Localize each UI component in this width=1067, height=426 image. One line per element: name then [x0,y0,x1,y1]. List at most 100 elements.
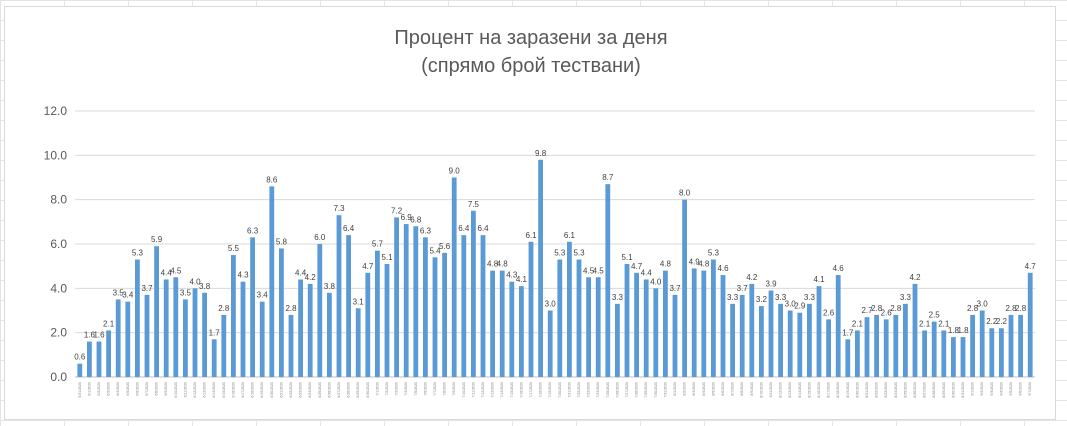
bar[interactable] [807,303,812,377]
bar[interactable] [960,337,966,377]
bar[interactable] [240,281,246,377]
bar[interactable] [701,270,707,377]
bar[interactable] [653,288,659,377]
bar[interactable] [221,314,227,377]
bar[interactable] [144,294,150,377]
bar[interactable] [691,268,697,377]
bar[interactable] [499,270,505,377]
bar[interactable] [595,277,601,377]
bar[interactable] [183,299,188,377]
bar[interactable] [557,259,563,377]
bar[interactable] [471,210,476,377]
bar[interactable] [125,301,131,377]
bar[interactable] [883,319,889,377]
bar[interactable] [307,283,313,377]
bar[interactable] [87,341,92,377]
bar[interactable] [288,314,294,377]
bar[interactable] [538,159,543,377]
bar[interactable] [797,312,803,377]
bar[interactable] [835,275,841,377]
bar[interactable] [173,277,179,377]
bar[interactable] [816,286,822,377]
bar[interactable] [211,339,217,377]
bar[interactable] [413,226,419,377]
bar[interactable] [336,215,342,377]
bar[interactable] [259,301,265,377]
bar[interactable] [672,294,678,377]
bar[interactable] [77,363,83,377]
bar[interactable] [931,321,937,377]
bar[interactable] [154,246,159,377]
bar[interactable] [749,283,755,377]
bar[interactable] [394,217,399,377]
bar[interactable] [115,299,121,377]
bar[interactable] [1018,314,1023,377]
bar[interactable] [231,255,236,377]
bar[interactable] [855,330,860,377]
bar[interactable] [365,272,371,377]
bar[interactable] [874,314,879,377]
bar[interactable] [720,275,726,377]
bar[interactable] [845,339,851,377]
bar[interactable] [432,257,438,377]
bar[interactable] [586,277,591,377]
bar[interactable] [163,279,169,377]
bar[interactable] [787,310,793,378]
bar[interactable] [442,252,447,377]
bar[interactable] [922,330,927,377]
bar[interactable] [250,237,255,377]
bar[interactable] [403,224,409,377]
bar[interactable] [461,235,467,377]
bar[interactable] [941,330,947,377]
bar[interactable] [509,281,515,377]
bar[interactable] [739,294,745,377]
bar[interactable] [576,259,582,377]
bar[interactable] [346,235,351,377]
bar[interactable] [682,199,687,377]
bar[interactable] [951,337,956,377]
bar[interactable] [903,303,908,377]
bar[interactable] [970,314,975,377]
bar[interactable] [759,306,764,377]
bar[interactable] [711,259,716,377]
chart-area[interactable]: Процент на заразени за деня (спрямо брой… [4,6,1056,420]
bar[interactable] [1027,272,1033,377]
bar[interactable] [1008,314,1014,377]
bar[interactable] [327,292,332,377]
bar[interactable] [605,184,611,377]
bar[interactable] [519,286,524,377]
bar[interactable] [547,310,553,378]
bar[interactable] [279,248,284,377]
bar[interactable] [375,250,380,377]
bar[interactable] [864,317,870,377]
bar[interactable] [298,279,303,377]
bar[interactable] [423,237,428,377]
bar[interactable] [768,290,774,377]
bar[interactable] [192,288,198,377]
bar[interactable] [567,241,572,377]
bar[interactable] [451,177,457,378]
bar[interactable] [384,263,390,377]
bar[interactable] [96,341,102,377]
bar[interactable] [135,259,140,377]
bar[interactable] [269,186,275,377]
bar[interactable] [615,303,620,377]
bar[interactable] [979,310,985,378]
bar[interactable] [893,314,899,377]
bar[interactable] [643,279,649,377]
bar[interactable] [202,292,207,377]
bar[interactable] [912,283,918,377]
bar[interactable] [480,235,486,377]
bar[interactable] [317,244,323,377]
bar[interactable] [989,328,995,377]
bar[interactable] [730,303,735,377]
bar[interactable] [663,270,668,377]
bar[interactable] [106,330,111,377]
bar[interactable] [355,308,361,377]
bar[interactable] [826,319,831,377]
bar[interactable] [999,328,1004,377]
bar[interactable] [778,303,783,377]
bar[interactable] [624,263,630,377]
bar[interactable] [634,272,639,377]
bar[interactable] [528,241,534,377]
